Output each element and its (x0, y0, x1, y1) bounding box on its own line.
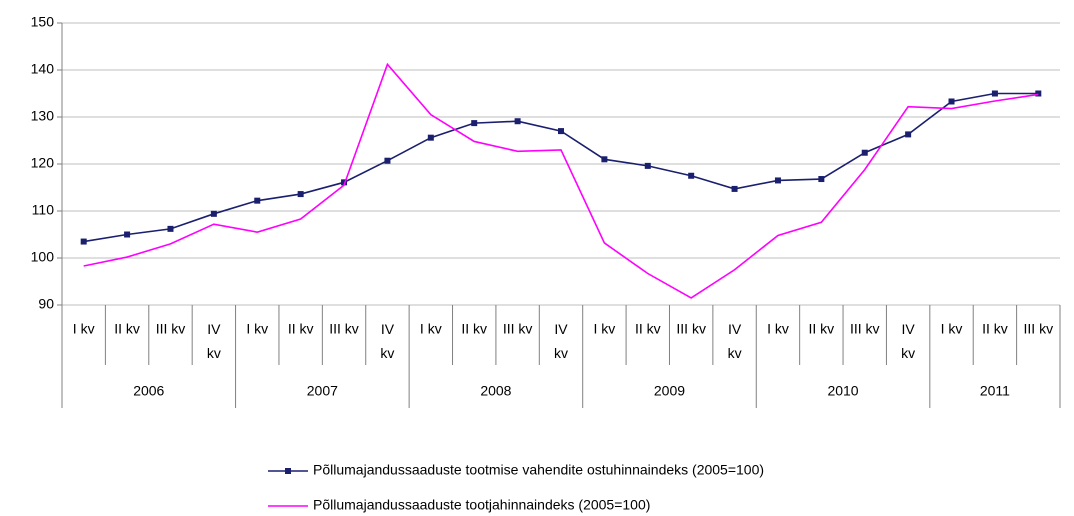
y-tick-label: 140 (31, 61, 55, 77)
x-tick-label: III kv (329, 321, 359, 337)
data-point (341, 179, 348, 186)
x-tick-label: IV kv (207, 321, 221, 361)
x-tick-label: I kv (420, 321, 442, 337)
x-tick-label: IV kv (728, 321, 742, 361)
x-tick-label: I kv (73, 321, 95, 337)
data-point (471, 120, 478, 127)
y-tick-label: 90 (38, 296, 54, 312)
data-point (384, 157, 391, 164)
series-line (83, 92, 1039, 243)
data-point (514, 118, 521, 125)
x-tick-label: III kv (850, 321, 880, 337)
data-point (818, 176, 825, 183)
y-tick-label: 120 (31, 155, 55, 171)
series-line (83, 62, 1039, 299)
data-point (297, 191, 304, 198)
x-tick-label: II kv (461, 321, 487, 337)
x-tick-label: I kv (594, 321, 616, 337)
data-point (124, 231, 131, 238)
data-point (601, 156, 608, 163)
x-tick-label: IV kv (554, 321, 568, 361)
data-point (254, 197, 261, 204)
data-point (427, 134, 434, 141)
data-point (1035, 90, 1042, 97)
y-tick-label: 150 (31, 14, 55, 30)
data-point (558, 128, 564, 135)
legend-label: Põllumajandussaaduste tootmise vahendite… (313, 462, 764, 478)
y-tick-label: 110 (32, 202, 55, 218)
year-label: 2006 (133, 383, 164, 399)
data-point (688, 172, 695, 179)
data-point (731, 185, 738, 192)
x-tick-label: III kv (503, 321, 533, 337)
data-point (905, 131, 912, 138)
y-tick-label: 100 (31, 249, 55, 265)
x-tick-label: I kv (767, 321, 789, 337)
year-label: 2007 (307, 383, 338, 399)
x-tick-label: IV kv (380, 321, 394, 361)
x-tick-label: IV kv (901, 321, 915, 361)
x-tick-label: II kv (982, 321, 1008, 337)
x-tick-label: II kv (114, 321, 140, 337)
x-tick-label: III kv (156, 321, 186, 337)
year-label: 2011 (980, 383, 1010, 399)
year-label: 2010 (827, 383, 858, 399)
x-tick-label: III kv (1024, 321, 1054, 337)
x-tick-label: II kv (809, 321, 835, 337)
y-tick-label: 130 (31, 108, 55, 124)
x-tick-label: I kv (941, 321, 963, 337)
data-point (991, 90, 998, 97)
x-tick-label: II kv (635, 321, 661, 337)
data-point (861, 149, 868, 156)
x-tick-label: I kv (246, 321, 268, 337)
data-point (80, 238, 87, 245)
x-tick-label: II kv (288, 321, 314, 337)
data-point (774, 177, 781, 184)
year-label: 2009 (654, 383, 685, 399)
data-point (210, 210, 217, 217)
data-point (167, 225, 174, 232)
year-label: 2008 (480, 383, 511, 399)
legend-label: Põllumajandussaaduste tootjahinnaindeks … (313, 497, 650, 513)
data-point (644, 162, 651, 169)
legend-marker (285, 468, 291, 474)
data-point (948, 98, 955, 105)
x-tick-label: III kv (676, 321, 706, 337)
